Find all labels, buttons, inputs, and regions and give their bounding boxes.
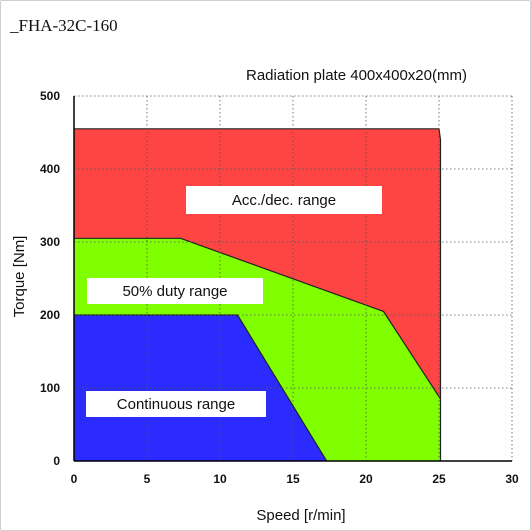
y-axis-label: Torque [Nm] xyxy=(11,236,28,318)
x-tick-label: 30 xyxy=(505,472,519,486)
duty-50-range-label: 50% duty range xyxy=(122,283,227,300)
acc-dec-range-label: Acc./dec. range xyxy=(232,192,336,209)
x-tick-label: 10 xyxy=(213,472,227,486)
duty-boundary-line xyxy=(74,237,442,461)
y-tick-label: 100 xyxy=(40,381,60,395)
continuous-boundary-line xyxy=(74,314,328,462)
x-tick-label: 15 xyxy=(286,472,300,486)
y-tick-label: 300 xyxy=(40,235,60,249)
x-tick-label: 25 xyxy=(432,472,446,486)
y-tick-label: 200 xyxy=(40,308,60,322)
y-tick-label: 0 xyxy=(53,454,60,468)
duty-50-range-label-box xyxy=(87,278,263,304)
continuous-range-area xyxy=(74,315,327,461)
acc-dec-boundary-line xyxy=(74,128,442,399)
x-tick-label: 5 xyxy=(144,472,151,486)
acc-dec-range-label-box xyxy=(186,186,382,214)
x-axis-label: Speed [r/min] xyxy=(256,507,345,524)
chart-title: _FHA-32C-160 xyxy=(10,16,118,35)
radiation-plate-annotation: Radiation plate 400x400x20(mm) xyxy=(246,67,467,84)
x-tick-label: 0 xyxy=(71,472,78,486)
y-tick-label: 400 xyxy=(40,162,60,176)
y-tick-label: 500 xyxy=(40,89,60,103)
continuous-range-label: Continuous range xyxy=(117,396,235,413)
continuous-range-label-box xyxy=(86,391,266,417)
x-tick-label: 20 xyxy=(359,472,373,486)
